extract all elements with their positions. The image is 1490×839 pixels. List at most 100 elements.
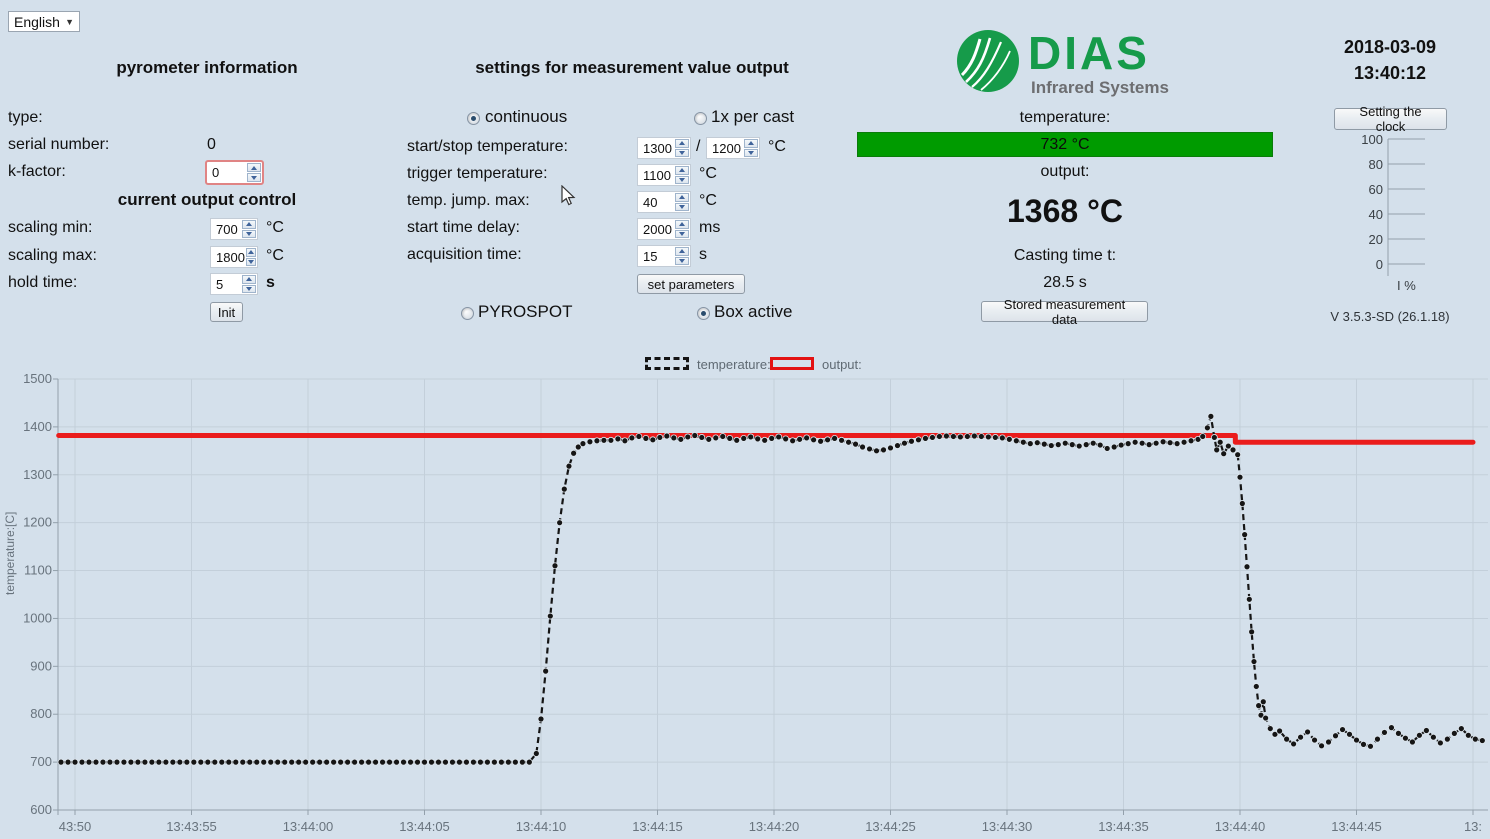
up-arrow-icon (679, 141, 685, 146)
continuous-label: continuous (485, 107, 568, 126)
up-arrow-icon (246, 222, 252, 227)
box-active-radio[interactable] (697, 307, 710, 320)
spinner-down-button[interactable] (675, 175, 689, 184)
spinner-down-button[interactable] (245, 257, 256, 266)
svg-text:13:: 13: (1464, 819, 1482, 834)
continuous-radio[interactable] (467, 112, 480, 125)
once-per-cast-label: 1x per cast (711, 107, 795, 126)
hold-time-label: hold time: (8, 274, 78, 291)
dias-logo-icon (957, 30, 1019, 92)
up-arrow-icon (679, 195, 685, 200)
up-arrow-icon (247, 250, 254, 255)
start-stop-temperature-label: start/stop temperature: (407, 138, 568, 155)
set-parameters-button[interactable]: set parameters (637, 274, 745, 294)
svg-text:13:44:45: 13:44:45 (1331, 819, 1382, 834)
spinner-up-button[interactable] (242, 275, 256, 284)
spinner-down-button[interactable] (242, 284, 256, 293)
spinner-down-button[interactable] (675, 229, 689, 238)
svg-text:13:44:40: 13:44:40 (1215, 819, 1266, 834)
start-temperature-input[interactable]: 1300 (637, 137, 691, 159)
once-per-cast-radio[interactable] (694, 112, 707, 125)
svg-text:100: 100 (1361, 132, 1383, 147)
serial-number-label: serial number: (8, 136, 110, 153)
acquisition-time-input[interactable]: 15 (637, 245, 691, 267)
spinner-down-button[interactable] (675, 256, 689, 265)
start-time-delay-input[interactable]: 2000 (637, 218, 691, 240)
setting-the-clock-button[interactable]: Setting the clock (1334, 104, 1447, 134)
svg-text:0: 0 (1376, 257, 1383, 272)
up-arrow-icon (679, 249, 685, 254)
acquisition-time-value: 15 (643, 249, 658, 264)
scaling-min-unit: °C (266, 219, 284, 236)
scaling-max-input[interactable]: 1800 (210, 246, 258, 268)
spinner-up-button[interactable] (242, 220, 256, 229)
start-time-delay-spinner (675, 220, 689, 238)
spinner-up-button[interactable] (247, 163, 261, 172)
spinner-down-button[interactable] (744, 148, 758, 157)
spinner-up-button[interactable] (675, 139, 689, 148)
spinner-up-button[interactable] (675, 193, 689, 202)
pyrospot-label: PYROSPOT (478, 302, 573, 321)
temp-jump-max-spinner (675, 193, 689, 211)
down-arrow-icon (679, 150, 685, 155)
dias-logo-subtitle: Infrared Systems (1031, 78, 1169, 97)
current-output-control-title: current output control (117, 190, 297, 209)
spinner-up-button[interactable] (675, 166, 689, 175)
svg-text:1400: 1400 (23, 419, 52, 434)
mouse-cursor (561, 185, 576, 206)
k-factor-input[interactable]: 0 (205, 160, 264, 185)
start-time-delay-label: start time delay: (407, 219, 520, 236)
spinner-up-button[interactable] (675, 220, 689, 229)
spinner-down-button[interactable] (675, 202, 689, 211)
legend-temperature-swatch (645, 357, 689, 370)
up-arrow-icon (679, 168, 685, 173)
start-time-delay-value: 2000 (643, 222, 672, 237)
output-label: output: (1040, 163, 1090, 180)
language-select[interactable]: English ▼ (8, 11, 80, 32)
down-arrow-icon (251, 175, 257, 180)
up-arrow-icon (679, 222, 685, 227)
down-arrow-icon (247, 259, 254, 264)
output-value: 1368 °C (1007, 193, 1123, 229)
svg-text:13:43:55: 13:43:55 (166, 819, 217, 834)
scaling-max-spinner (245, 248, 256, 266)
spinner-up-button[interactable] (675, 247, 689, 256)
scaling-min-label: scaling min: (8, 219, 93, 236)
trigger-temperature-input[interactable]: 1100 (637, 164, 691, 186)
acquisition-time-label: acquisition time: (407, 246, 522, 263)
k-factor-spinner (247, 163, 261, 182)
down-arrow-icon (679, 204, 685, 209)
box-active-label: Box active (714, 302, 793, 321)
casting-time-value: 28.5 s (1043, 274, 1087, 291)
svg-text:1000: 1000 (23, 610, 52, 625)
svg-text:13:44:10: 13:44:10 (516, 819, 567, 834)
init-button[interactable]: Init (210, 302, 243, 322)
acquisition-time-spinner (675, 247, 689, 265)
spinner-up-button[interactable] (245, 248, 256, 257)
pyrospot-radio[interactable] (461, 307, 474, 320)
temp-jump-max-unit: °C (699, 192, 717, 209)
stored-measurement-data-button[interactable]: Stored measurement data (981, 297, 1148, 327)
up-arrow-icon (748, 141, 754, 146)
scaling-min-input[interactable]: 700 (210, 218, 258, 240)
down-arrow-icon (246, 286, 252, 291)
svg-text:700: 700 (30, 754, 52, 769)
down-arrow-icon (679, 258, 685, 263)
svg-text:13:44:05: 13:44:05 (399, 819, 450, 834)
svg-text:1200: 1200 (23, 515, 52, 530)
spinner-down-button[interactable] (675, 148, 689, 157)
svg-text:13:44:20: 13:44:20 (749, 819, 800, 834)
trigger-temperature-spinner (675, 166, 689, 184)
spinner-up-button[interactable] (744, 139, 758, 148)
trigger-temperature-unit: °C (699, 165, 717, 182)
legend-temperature-label: temperature: (697, 357, 771, 372)
temp-jump-max-input[interactable]: 40 (637, 191, 691, 213)
spinner-down-button[interactable] (247, 173, 261, 182)
svg-text:13:44:25: 13:44:25 (865, 819, 916, 834)
spinner-down-button[interactable] (242, 229, 256, 238)
temperature-series (61, 415, 1483, 764)
hold-time-input[interactable]: 5 (210, 273, 258, 295)
stop-temperature-input[interactable]: 1200 (706, 137, 760, 159)
start-stop-unit: °C (768, 138, 786, 155)
